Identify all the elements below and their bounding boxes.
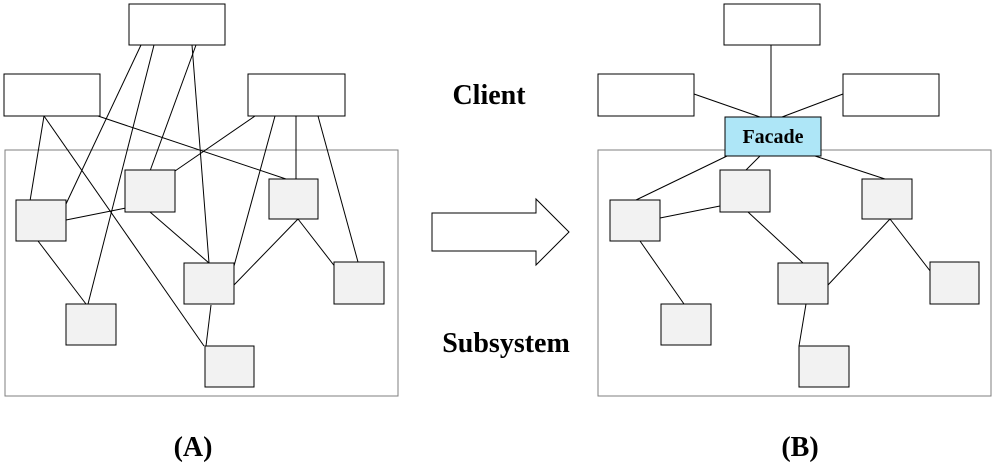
subsystem-box [124, 169, 176, 213]
client-box [128, 3, 226, 46]
facade-box [724, 116, 822, 157]
subsystem-box [861, 178, 913, 220]
connections-b [635, 45, 935, 347]
subsystem-label: Subsystem [442, 328, 570, 359]
subsystem-boxes-a [15, 169, 385, 388]
subsystem-box [333, 261, 385, 305]
client-boxes-b [597, 3, 940, 117]
subsystem-box [719, 169, 771, 213]
middle: Client Subsystem [431, 80, 570, 359]
panel-b: Facade (B) [597, 3, 992, 463]
subsystem-box [798, 345, 850, 388]
client-label: Client [452, 80, 526, 111]
subsystem-frame-a [4, 149, 399, 397]
subsystem-box [65, 303, 117, 346]
connections-a [29, 44, 359, 347]
subsystem-box [609, 199, 661, 242]
client-boxes-a [3, 3, 346, 117]
subsystem-box [183, 262, 235, 305]
panel-a: (A) [3, 3, 399, 463]
client-box [3, 73, 101, 117]
subsystem-box [777, 262, 829, 305]
client-box [842, 73, 940, 117]
panel-b-label: (B) [781, 432, 818, 463]
subsystem-box [929, 261, 980, 305]
client-box [597, 73, 695, 117]
panel-a-label: (A) [174, 432, 213, 463]
client-box [247, 73, 346, 117]
subsystem-box [204, 345, 255, 388]
subsystem-box [268, 178, 319, 220]
subsystem-boxes-b [609, 169, 980, 388]
transform-arrow [431, 197, 570, 267]
subsystem-box [660, 303, 712, 346]
subsystem-box [15, 199, 67, 242]
client-box [723, 3, 821, 46]
facade-label: Facade [742, 126, 803, 148]
